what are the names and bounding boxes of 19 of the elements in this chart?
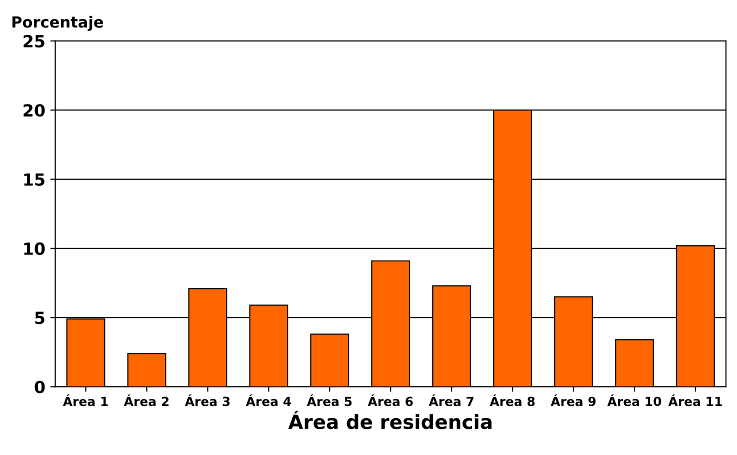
x-tick-label: Área 2 — [124, 394, 169, 406]
x-tick-label: Área 11 — [668, 394, 722, 406]
x-tick-label: Área 6 — [368, 394, 413, 406]
x-tick-label: Área 5 — [306, 394, 352, 406]
x-tick-label: Área 3 — [184, 394, 230, 406]
x-tick-label: Área 4 — [246, 394, 291, 406]
x-tick-label: Área 9 — [550, 394, 596, 406]
x-tick-label: Área 7 — [428, 394, 474, 406]
x-tick-label: Área 10 — [607, 394, 662, 406]
y-tick-label: 20 — [24, 104, 45, 117]
y-tick-label: 15 — [24, 173, 44, 186]
y-tick-label: 25 — [24, 34, 44, 48]
y-tick-label: 0 — [34, 380, 45, 394]
y-axis-title: Porcentaje — [12, 16, 104, 31]
y-tick-label: 10 — [24, 242, 45, 255]
y-tick-label: 5 — [35, 312, 44, 324]
x-tick-label: Área 1 — [62, 394, 108, 406]
x-tick-label: Área 8 — [490, 394, 535, 406]
x-axis-title: Área de residencia — [288, 410, 492, 430]
